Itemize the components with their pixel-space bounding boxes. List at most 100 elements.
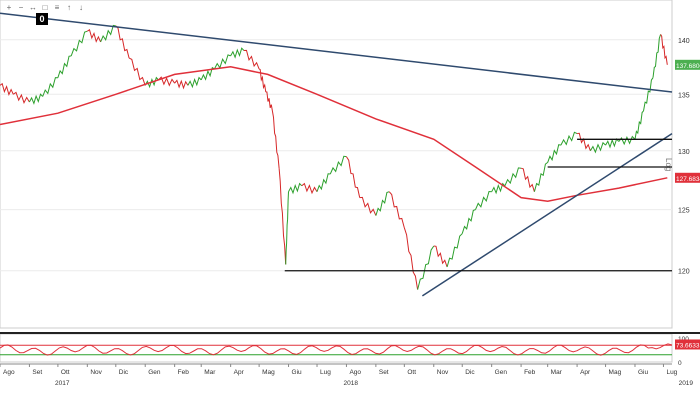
moving-average-line bbox=[0, 66, 668, 202]
month-label: Dic bbox=[119, 369, 129, 376]
price-segment bbox=[230, 47, 245, 59]
month-label: Ago bbox=[3, 369, 15, 376]
price-segment bbox=[388, 191, 405, 228]
oscillator-line bbox=[0, 343, 673, 356]
price-segment bbox=[243, 49, 260, 70]
price-segment bbox=[359, 196, 377, 216]
price-segment bbox=[504, 167, 522, 187]
month-label: Mar bbox=[551, 369, 563, 376]
year-label: 2018 bbox=[344, 380, 359, 387]
box-zoom-button[interactable]: □ bbox=[42, 3, 48, 12]
trendlines bbox=[0, 12, 673, 297]
price-tick-label: 135 bbox=[678, 92, 690, 99]
price-segment bbox=[652, 34, 662, 78]
price-segment bbox=[560, 131, 578, 146]
month-label: Mag bbox=[609, 369, 622, 376]
price-segment bbox=[446, 233, 463, 268]
price-series bbox=[0, 24, 668, 290]
chart-flag-badge[interactable]: 0 bbox=[36, 13, 48, 25]
month-label: Set bbox=[379, 369, 389, 376]
price-segment bbox=[144, 76, 159, 89]
price-segment bbox=[618, 135, 636, 146]
price-segment bbox=[301, 182, 318, 195]
last-ma-label: 127.6834 bbox=[676, 176, 700, 183]
month-label: Feb bbox=[524, 369, 536, 376]
rising-trendline bbox=[421, 132, 673, 297]
price-segment bbox=[288, 182, 303, 195]
price-tick-label: 130 bbox=[678, 149, 690, 156]
price-segment bbox=[187, 76, 202, 89]
price-segment bbox=[520, 167, 535, 192]
price-segment bbox=[345, 156, 361, 198]
year-label: 2017 bbox=[55, 380, 70, 387]
price-segment bbox=[28, 93, 44, 105]
scroll-up-button[interactable]: ↑ bbox=[67, 3, 71, 12]
price-segment bbox=[433, 245, 448, 268]
price-segment bbox=[42, 77, 58, 97]
price-segment bbox=[265, 91, 273, 112]
price-segment bbox=[87, 29, 102, 43]
month-label: Feb bbox=[178, 369, 190, 376]
price-segment bbox=[214, 54, 231, 70]
month-label: Set bbox=[32, 369, 42, 376]
oscillator-value-tag bbox=[675, 339, 700, 350]
price-segment bbox=[329, 155, 347, 175]
price-segment bbox=[461, 209, 476, 234]
month-label: Lug bbox=[666, 369, 677, 376]
price-segment bbox=[70, 30, 88, 57]
last-price-tag bbox=[675, 59, 700, 70]
price-segment bbox=[158, 76, 176, 87]
oscillator-tick-label: 0 bbox=[678, 360, 682, 367]
scale-type-label: Log bbox=[664, 158, 673, 171]
last-ma-tag bbox=[675, 172, 700, 183]
month-label: Giu bbox=[292, 369, 303, 376]
upper-trendline bbox=[0, 12, 673, 93]
zoom-out-button[interactable]: − bbox=[18, 3, 24, 12]
month-label: Lug bbox=[320, 369, 331, 376]
month-label: Nov bbox=[90, 369, 102, 376]
chart-toolbar: + − ↔ □ ≡ ↑ ↓ bbox=[4, 3, 86, 13]
price-panel-frame bbox=[0, 0, 673, 329]
price-segment bbox=[128, 57, 146, 86]
last-price-label: 137.6800 bbox=[676, 63, 700, 70]
month-label: Gen bbox=[495, 369, 508, 376]
menu-button[interactable]: ≡ bbox=[54, 3, 60, 12]
price-segment bbox=[375, 191, 390, 216]
price-segment bbox=[403, 227, 419, 290]
month-label: Ago bbox=[349, 369, 361, 376]
scroll-down-button[interactable]: ↓ bbox=[79, 3, 83, 12]
month-label: Nov bbox=[437, 369, 449, 376]
month-label: Ott bbox=[61, 369, 70, 376]
price-segment bbox=[417, 245, 435, 290]
price-segment bbox=[316, 173, 331, 192]
price-segment bbox=[577, 132, 591, 151]
month-label: Dic bbox=[465, 369, 475, 376]
pan-button[interactable]: ↔ bbox=[29, 3, 37, 12]
year-label: 2019 bbox=[679, 380, 694, 387]
price-segment bbox=[491, 182, 506, 195]
month-label: Ott bbox=[407, 369, 416, 376]
price-segment bbox=[174, 79, 189, 90]
price-segment bbox=[278, 168, 287, 265]
price-segment bbox=[547, 144, 561, 163]
price-segment bbox=[285, 191, 289, 265]
month-label: Giu bbox=[638, 369, 649, 376]
price-segment bbox=[643, 77, 654, 112]
oscillator-panel-frame bbox=[0, 333, 673, 363]
price-segment bbox=[589, 141, 606, 154]
price-segment bbox=[115, 25, 130, 59]
price-tick-label: 140 bbox=[678, 38, 690, 45]
price-segment bbox=[100, 24, 116, 43]
zoom-in-button[interactable]: + bbox=[6, 3, 12, 12]
oscillator-value-label: 73.6633 bbox=[676, 342, 700, 349]
price-segment bbox=[200, 66, 215, 81]
price-tick-label: 125 bbox=[678, 208, 690, 215]
month-label: Gen bbox=[148, 369, 161, 376]
price-segment bbox=[258, 68, 267, 93]
price-segment bbox=[57, 55, 72, 78]
month-label: Apr bbox=[580, 369, 591, 376]
time-axis: Ago Set Ott Nov Dic Gen Feb Mar Apr Mag Giu Lug Ago S… bbox=[0, 363, 694, 387]
price-segment bbox=[475, 190, 492, 210]
